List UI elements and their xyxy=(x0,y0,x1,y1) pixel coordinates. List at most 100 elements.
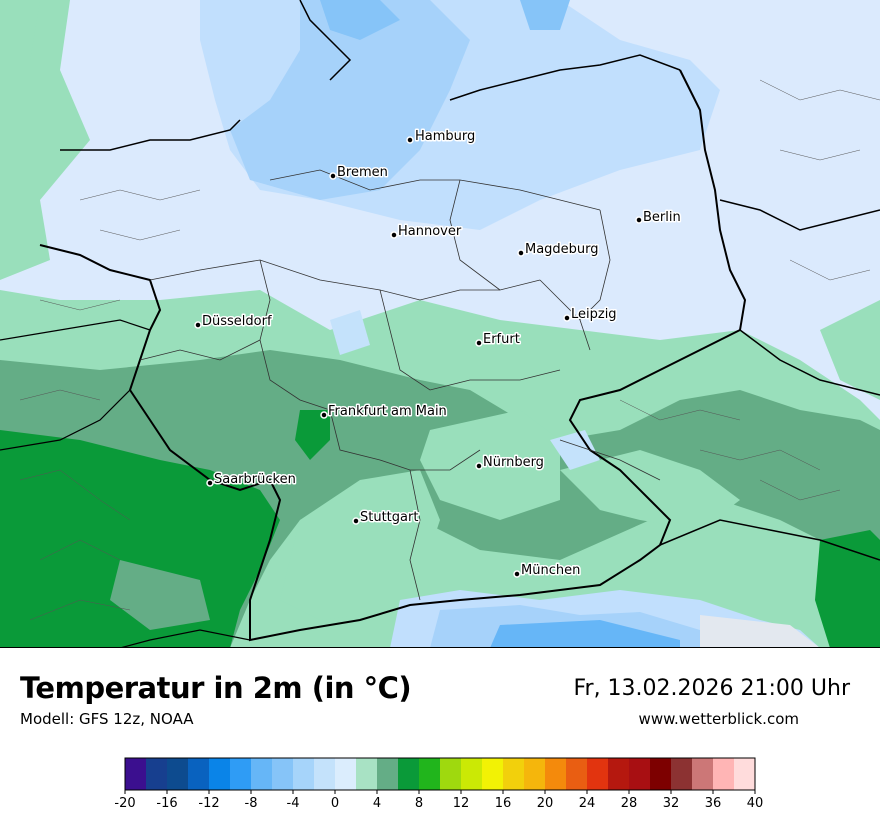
legend-swatch xyxy=(398,758,420,790)
legend-swatch xyxy=(356,758,378,790)
legend-tick-label: 0 xyxy=(331,796,339,811)
city-muenchen-label: München xyxy=(521,563,580,578)
city-hamburg-label: Hamburg xyxy=(415,129,475,144)
legend-ticks: -20 -16 -12 -8 -4 0 4 8 12 16 20 24 28 32 36 40 xyxy=(114,790,763,811)
city-magdeburg-dot xyxy=(517,249,525,257)
legend-swatch xyxy=(251,758,273,790)
legend-tick-label: 36 xyxy=(705,796,722,811)
city-berlin: Berlin xyxy=(635,209,682,227)
legend-tick-label: 4 xyxy=(373,796,381,811)
legend-swatch xyxy=(377,758,399,790)
zone-sage-alsace xyxy=(110,560,210,630)
city-stuttgart-dot xyxy=(352,517,360,525)
zone-mint-bavaria xyxy=(560,450,740,530)
city-saarbruecken-dot xyxy=(206,479,214,487)
legend-swatch xyxy=(629,758,651,790)
city-bremen-dot xyxy=(329,172,337,180)
legend-swatch xyxy=(125,758,147,790)
state-borders xyxy=(139,169,661,601)
city-frankfurt-dot xyxy=(320,411,328,419)
city-erfurt-dot xyxy=(475,339,483,347)
legend-tick-label: 40 xyxy=(747,796,764,811)
city-duesseldorf-dot xyxy=(194,321,202,329)
city-leipzig-label: Leipzig xyxy=(571,307,617,322)
city-nuernberg: Nürnberg xyxy=(475,454,545,472)
zone-mint-swabia xyxy=(280,470,440,620)
legend-tick-label: 32 xyxy=(663,796,680,811)
city-frankfurt: Frankfurt am Main xyxy=(320,403,448,421)
model-info: Modell: GFS 12z, NOAA xyxy=(20,710,194,728)
zone-alps-grey xyxy=(700,615,819,647)
website-link[interactable]: www.wetterblick.com xyxy=(638,710,799,728)
zone-mint-east xyxy=(820,300,880,400)
zone-mint-nw xyxy=(0,0,90,280)
baltic-coast xyxy=(449,54,681,101)
legend-tick-label: 24 xyxy=(579,796,596,811)
city-hamburg: Hamburg xyxy=(406,128,477,146)
legend-swatch xyxy=(188,758,210,790)
city-leipzig: Leipzig xyxy=(563,306,618,324)
legend-frame xyxy=(124,757,756,791)
city-magdeburg-label: Magdeburg xyxy=(525,242,599,257)
legend-swatch xyxy=(209,758,231,790)
city-bremen: Bremen xyxy=(329,164,389,182)
legend-swatch xyxy=(482,758,504,790)
city-bremen-label: Bremen xyxy=(337,165,388,180)
legend-swatch xyxy=(650,758,672,790)
zone-blue-north xyxy=(230,0,470,200)
jutland-coast xyxy=(299,0,352,81)
city-nuernberg-label: Nürnberg xyxy=(483,455,544,470)
city-duesseldorf-label: Düsseldorf xyxy=(202,314,272,329)
legend-swatch xyxy=(419,758,441,790)
city-hannover-label: Hannover xyxy=(398,224,462,239)
north-coast xyxy=(60,119,241,151)
legend-tick-label: 12 xyxy=(453,796,470,811)
zone-alps-cold xyxy=(490,620,680,647)
poland-line xyxy=(719,199,880,231)
legend-tick-label: -4 xyxy=(287,796,300,811)
legend-tick-label: -16 xyxy=(156,796,177,811)
legend-swatch xyxy=(146,758,168,790)
legend-swatch xyxy=(440,758,462,790)
legend-swatch xyxy=(608,758,630,790)
legend-swatch xyxy=(566,758,588,790)
france-border xyxy=(0,389,131,451)
temperature-map: Hamburg Bremen Hannover Berlin Magdeburg… xyxy=(0,0,880,648)
district-borders xyxy=(19,79,880,621)
austria-border xyxy=(659,519,880,561)
zone-mint-franconia xyxy=(420,410,560,520)
city-hannover: Hannover xyxy=(390,223,463,241)
legend-swatch xyxy=(230,758,252,790)
legend-swatch xyxy=(503,758,525,790)
city-hannover-dot xyxy=(390,231,398,239)
city-berlin-label: Berlin xyxy=(643,210,681,225)
zone-blue-sea xyxy=(520,0,570,30)
city-frankfurt-label: Frankfurt am Main xyxy=(328,404,447,419)
legend-tick-label: -8 xyxy=(245,796,258,811)
zone-green-rhine xyxy=(295,410,330,460)
city-muenchen-dot xyxy=(513,570,521,578)
germany-border xyxy=(39,69,747,642)
zone-lightblue-pocket xyxy=(550,430,600,470)
legend-swatch xyxy=(167,758,189,790)
legend-tick-label: 8 xyxy=(415,796,423,811)
legend-swatch xyxy=(314,758,336,790)
city-muenchen: München xyxy=(513,562,582,580)
belgium-border xyxy=(0,319,151,341)
legend-swatch xyxy=(671,758,693,790)
legend-swatch xyxy=(335,758,357,790)
city-hamburg-dot xyxy=(406,136,414,144)
legend-tick-label: -12 xyxy=(198,796,219,811)
city-nuernberg-dot xyxy=(475,462,483,470)
legend-swatch xyxy=(545,758,567,790)
zone-green-se xyxy=(815,530,880,647)
city-erfurt-label: Erfurt xyxy=(483,332,520,347)
legend-swatch xyxy=(713,758,735,790)
legend-swatch xyxy=(272,758,294,790)
swiss-border xyxy=(121,629,251,647)
zone-blue-coast xyxy=(320,0,400,40)
color-legend: -20 -16 -12 -8 -4 0 4 8 12 16 20 24 28 32 36 40 xyxy=(114,757,763,811)
map-title: Temperatur in 2m (in °C) xyxy=(20,671,412,705)
legend-swatch xyxy=(692,758,714,790)
city-magdeburg: Magdeburg xyxy=(517,241,600,259)
